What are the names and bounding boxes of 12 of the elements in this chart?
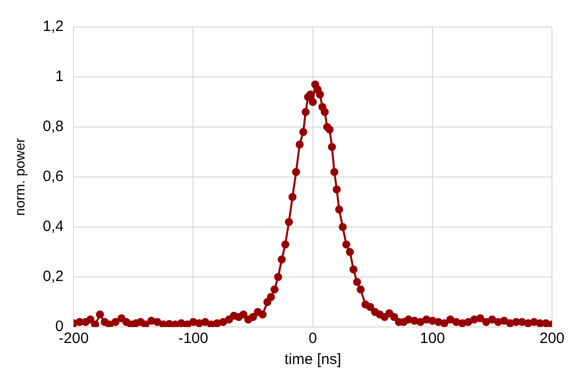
- y-tick-label: 0,2: [42, 268, 64, 286]
- y-axis-title: norm. power: [11, 138, 28, 216]
- y-tick-label: 0,8: [42, 118, 64, 136]
- x-tick-label: -100: [178, 330, 208, 348]
- x-tick-label: 200: [539, 330, 565, 348]
- x-axis-title: time [ns]: [284, 351, 342, 368]
- y-tick-label: 1: [55, 68, 64, 86]
- x-tick-label: 100: [420, 330, 445, 348]
- y-tick-label: 1,2: [42, 18, 64, 36]
- x-tick-label: 0: [308, 330, 317, 348]
- y-tick-label: 0,6: [42, 168, 64, 186]
- y-tick-label: 0,4: [42, 218, 64, 236]
